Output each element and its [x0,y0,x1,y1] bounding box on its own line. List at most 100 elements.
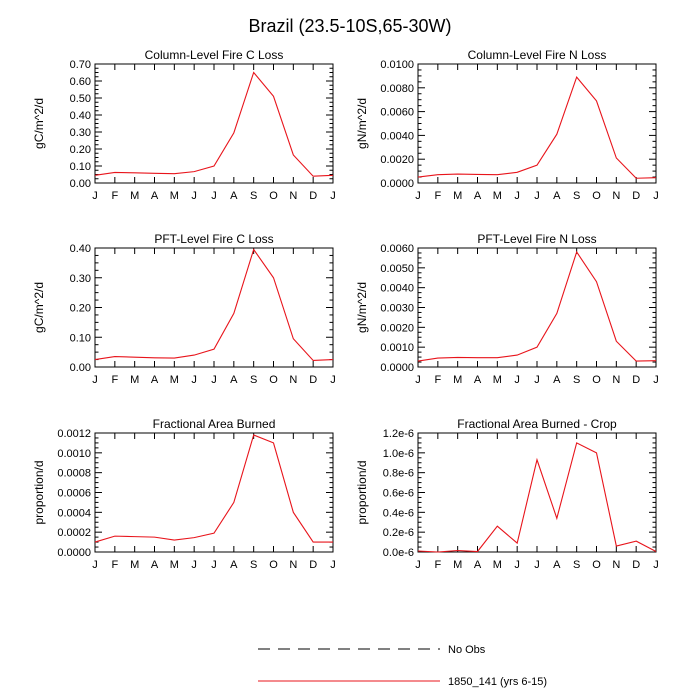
y-tick-label: 0.0002 [57,527,91,539]
x-tick-label: J [514,559,520,571]
y-tick-label: 0.0010 [380,342,414,354]
y-tick-label: 0.0040 [380,283,414,295]
y-tick-label: 0.50 [70,93,91,105]
y-tick-label: 0.2e-6 [383,527,414,539]
y-tick-label: 1.0e-6 [383,448,414,460]
x-tick-label: J [653,190,659,202]
x-tick-label: J [534,559,540,571]
x-tick-label: A [553,190,561,202]
panel-6: Fractional Area Burned - Crop proportion/… [355,417,659,571]
x-tick-label: S [250,559,257,571]
x-tick-label: M [453,190,462,202]
x-tick-label: A [230,190,238,202]
x-tick-label: F [111,374,118,386]
x-tick-label: M [170,374,179,386]
x-tick-label: D [309,374,317,386]
series-line [417,250,657,362]
y-tick-label: 0.40 [70,110,91,122]
y-tick-label: 0.70 [70,59,91,71]
y-tick-label: 0.0060 [380,243,414,255]
y-axis-label: gC/m^2/d [32,98,46,149]
x-tick-label: M [170,559,179,571]
x-tick-label: N [612,374,620,386]
x-tick-label: J [514,190,520,202]
x-tick-label: F [434,190,441,202]
x-tick-label: M [453,559,462,571]
y-tick-label: 0.0060 [380,107,414,119]
series-line [94,248,334,362]
y-tick-label: 0.8e-6 [383,468,414,480]
plot-frame [94,432,334,553]
y-tick-label: 0.0080 [380,83,414,95]
x-tick-label: M [130,559,139,571]
x-tick-label: J [653,374,659,386]
x-tick-label: A [230,374,238,386]
x-tick-label: J [191,374,197,386]
x-tick-label: J [92,374,98,386]
series-line [417,442,657,553]
y-tick-label: 0.20 [70,144,91,156]
y-tick-label: 0.10 [70,161,91,173]
panel-title: Fractional Area Burned - Crop [457,417,617,431]
x-tick-label: M [493,559,502,571]
x-tick-label: J [415,559,421,571]
x-tick-label: A [553,374,561,386]
y-axis-label: gN/m^2/d [355,282,369,333]
x-tick-label: A [474,190,482,202]
x-tick-label: M [453,374,462,386]
x-tick-label: F [111,190,118,202]
x-tick-label: D [632,190,640,202]
x-tick-label: J [211,374,217,386]
panel-title: Column-Level Fire N Loss [468,48,607,62]
x-tick-label: N [289,190,297,202]
x-tick-label: D [309,190,317,202]
y-tick-label: 0.0020 [380,322,414,334]
x-tick-label: N [289,374,297,386]
x-tick-label: S [250,374,257,386]
x-tick-label: O [592,559,601,571]
x-tick-label: A [151,190,159,202]
y-tick-label: 0.10 [70,332,91,344]
x-tick-label: A [474,559,482,571]
x-tick-label: A [474,374,482,386]
y-axis-label: proportion/d [32,460,46,524]
x-tick-label: J [211,559,217,571]
y-tick-label: 0.0004 [57,507,91,519]
x-tick-label: O [269,559,278,571]
x-tick-label: A [553,559,561,571]
panel-title: PFT-Level Fire N Loss [477,232,596,246]
y-tick-label: 1.2e-6 [383,428,414,440]
x-tick-label: N [289,559,297,571]
x-tick-label: D [632,559,640,571]
plot-frame [417,247,657,368]
y-tick-label: 0.30 [70,127,91,139]
x-tick-label: M [130,374,139,386]
y-tick-label: 0.40 [70,243,91,255]
x-tick-label: O [269,190,278,202]
x-tick-label: D [309,559,317,571]
y-tick-label: 0.0020 [380,154,414,166]
x-tick-label: O [269,374,278,386]
x-tick-label: O [592,374,601,386]
x-tick-label: S [250,190,257,202]
x-tick-label: J [92,190,98,202]
x-tick-label: M [493,374,502,386]
x-tick-label: J [534,374,540,386]
x-tick-label: S [573,559,580,571]
x-tick-label: J [191,190,197,202]
x-tick-label: J [211,190,217,202]
x-tick-label: J [514,374,520,386]
legend-label: 1850_141 (yrs 6-15) [448,676,547,688]
y-tick-label: 0.0006 [57,488,91,500]
x-tick-label: F [111,559,118,571]
y-axis-label: gN/m^2/d [355,98,369,149]
y-tick-label: 0.0100 [380,59,414,71]
x-tick-label: J [534,190,540,202]
x-tick-label: S [573,190,580,202]
